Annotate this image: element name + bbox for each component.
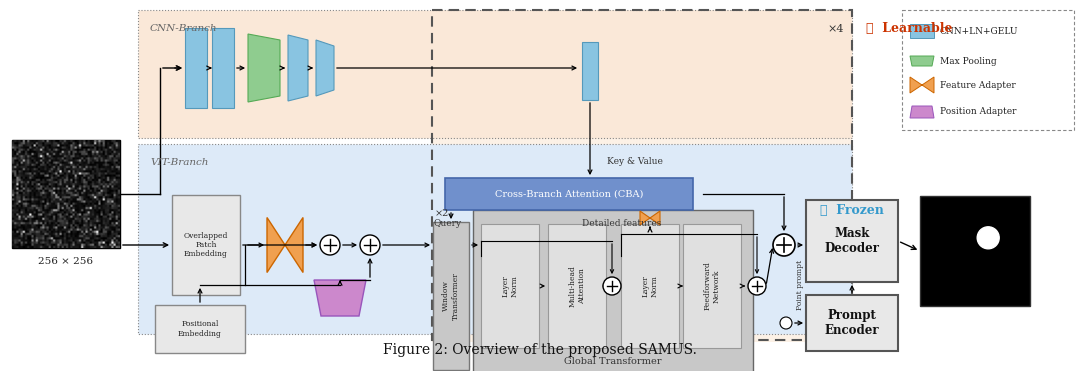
Circle shape <box>603 277 621 295</box>
Bar <box>185 28 207 108</box>
Bar <box>548 224 606 348</box>
Bar <box>473 210 753 371</box>
Bar <box>138 144 852 334</box>
Circle shape <box>360 235 380 255</box>
Text: Detailed features: Detailed features <box>582 220 661 229</box>
Text: Global Transformer: Global Transformer <box>564 357 662 365</box>
Bar <box>806 295 897 351</box>
Circle shape <box>320 235 340 255</box>
Bar <box>445 178 693 210</box>
Bar <box>433 222 469 370</box>
Circle shape <box>780 317 792 329</box>
Bar <box>481 224 539 348</box>
Bar <box>920 196 1030 306</box>
Polygon shape <box>640 211 660 225</box>
Text: Position Adapter: Position Adapter <box>940 108 1016 116</box>
Text: Figure 2: Overview of the proposed SAMUS.: Figure 2: Overview of the proposed SAMUS… <box>383 343 697 357</box>
Bar <box>138 10 852 138</box>
Text: Overlapped
Patch
Embedding: Overlapped Patch Embedding <box>184 232 228 258</box>
Text: 🔥  Learnable: 🔥 Learnable <box>866 22 953 35</box>
Bar <box>12 140 120 248</box>
Text: Max Pooling: Max Pooling <box>940 56 997 66</box>
Text: CNN+LN+GELU: CNN+LN+GELU <box>940 26 1018 36</box>
Polygon shape <box>910 77 934 93</box>
Text: Feature Adapter: Feature Adapter <box>940 81 1016 89</box>
Text: ❄  Frozen: ❄ Frozen <box>820 204 883 217</box>
Polygon shape <box>314 280 366 316</box>
Text: Window
Transformer: Window Transformer <box>443 272 460 320</box>
Text: Layer
Norm: Layer Norm <box>501 275 518 297</box>
Bar <box>172 195 240 295</box>
Bar <box>582 42 598 100</box>
Polygon shape <box>248 34 280 102</box>
Text: VIT-Branch: VIT-Branch <box>150 158 208 167</box>
Circle shape <box>748 277 766 295</box>
Bar <box>902 10 1074 130</box>
Bar <box>806 200 897 282</box>
Bar <box>156 305 245 353</box>
Circle shape <box>773 234 795 256</box>
Text: Prompt
Encoder: Prompt Encoder <box>825 309 879 337</box>
Text: ×2: ×2 <box>435 210 449 219</box>
Text: Mask
Decoder: Mask Decoder <box>824 227 879 255</box>
Bar <box>683 224 741 348</box>
Text: Multi-head
Attention: Multi-head Attention <box>568 265 585 307</box>
Polygon shape <box>316 40 334 96</box>
Polygon shape <box>288 35 308 101</box>
Text: Positional
Embedding: Positional Embedding <box>178 321 221 338</box>
Bar <box>621 224 679 348</box>
Text: 256 × 256: 256 × 256 <box>39 257 94 266</box>
Text: Layer
Norm: Layer Norm <box>642 275 659 297</box>
Bar <box>432 10 852 342</box>
Text: Key & Value: Key & Value <box>607 158 663 167</box>
Polygon shape <box>267 217 303 273</box>
Text: Query: Query <box>433 220 461 229</box>
Text: Point prompt: Point prompt <box>796 260 804 310</box>
Circle shape <box>977 227 999 249</box>
Text: CNN-Branch: CNN-Branch <box>150 24 217 33</box>
Text: Cross-Branch Attention (CBA): Cross-Branch Attention (CBA) <box>495 190 644 198</box>
Polygon shape <box>910 56 934 66</box>
Text: Feedforward
Network: Feedforward Network <box>703 262 720 311</box>
Bar <box>432 10 852 340</box>
Bar <box>910 24 934 38</box>
Bar <box>212 28 234 108</box>
Text: ×4: ×4 <box>827 24 843 34</box>
Polygon shape <box>910 106 934 118</box>
